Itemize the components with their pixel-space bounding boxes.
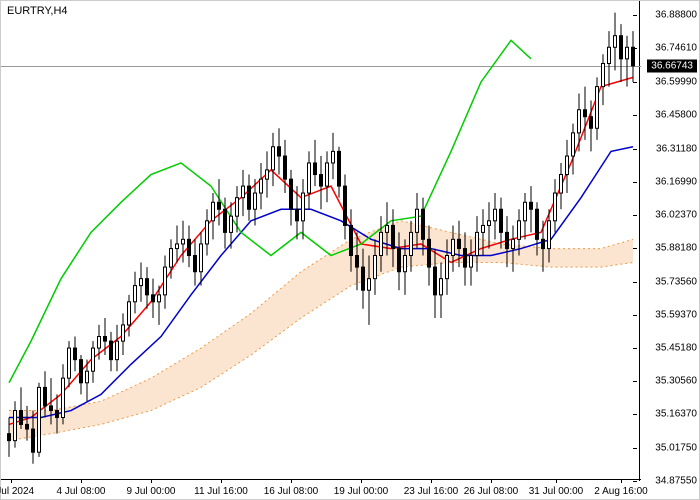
x-label: 19 Jul 00:00 (334, 486, 389, 497)
y-label: 35.88180 (655, 243, 697, 254)
x-label: 23 Jul 16:00 (404, 486, 459, 497)
x-label: 26 Jul 08:00 (464, 486, 519, 497)
y-label: 36.88800 (655, 10, 697, 21)
x-label: 31 Jul 00:00 (529, 486, 584, 497)
plot-area[interactable] (1, 1, 641, 481)
x-label: 16 Jul 08:00 (264, 486, 319, 497)
y-label: 35.59370 (655, 309, 697, 320)
y-label: 36.31180 (656, 143, 697, 154)
x-label: 1 Jul 2024 (0, 486, 34, 497)
x-label: 4 Jul 08:00 (57, 486, 106, 497)
y-label: 35.45180 (655, 342, 697, 353)
chart-title: EURTRY,H4 (7, 5, 68, 17)
x-axis: 1 Jul 2024 4 Jul 08:00 9 Jul 00:00 11 Jul 1… (1, 479, 641, 499)
y-label: 36.02370 (655, 210, 697, 221)
y-label: 36.45800 (655, 109, 697, 120)
chart-container: EURTRY,H4 34.87550 35.01750 35.16370 35.305… (0, 0, 700, 500)
x-label: 11 Jul 16:00 (194, 486, 248, 497)
x-label: 9 Jul 00:00 (127, 486, 176, 497)
y-label: 35.73560 (655, 276, 697, 287)
y-label: 35.30560 (655, 376, 697, 387)
y-label: 36.16990 (655, 176, 697, 187)
x-label: 2 Aug 16:00 (594, 486, 647, 497)
candlestick-plot (1, 1, 641, 481)
y-label: 36.74610 (655, 43, 697, 54)
y-label: 36.59990 (655, 77, 697, 88)
current-price-badge: 36.66743 (647, 60, 697, 73)
y-label: 35.01750 (655, 443, 697, 454)
y-tick (633, 481, 637, 482)
y-label: 35.16370 (655, 409, 697, 420)
y-axis: 34.8755035.0175035.1637035.3056035.45180… (639, 1, 699, 481)
y-label: 34.87550 (655, 476, 697, 487)
